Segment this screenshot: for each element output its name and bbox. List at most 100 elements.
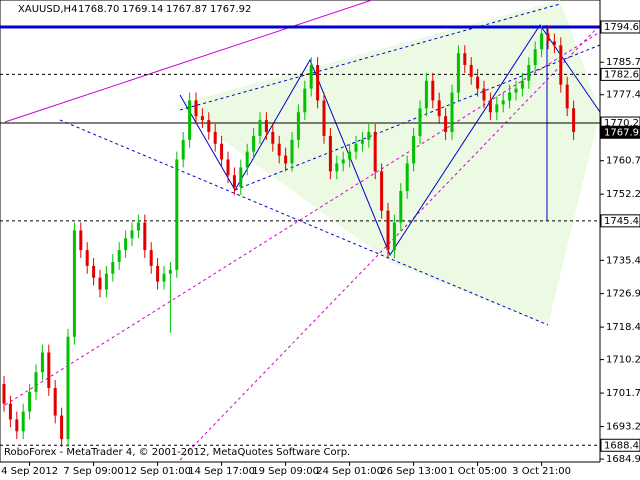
- candle-body: [21, 411, 25, 432]
- candle-body: [360, 139, 364, 144]
- candle-body: [40, 352, 44, 373]
- candle-body: [213, 131, 217, 144]
- candle-body: [380, 171, 384, 211]
- candle-body: [175, 159, 179, 270]
- candle-body: [162, 273, 166, 282]
- candle-body: [520, 80, 524, 89]
- x-tick-label: 12 Sep 01:00: [124, 466, 191, 477]
- header-values: 1768.70 1769.14 1767.87 1767.92: [78, 4, 251, 15]
- candle-body: [412, 135, 416, 164]
- channel-line: [59, 119, 549, 326]
- candle-body: [552, 41, 556, 46]
- candle-body: [284, 155, 288, 164]
- candle-body: [444, 116, 448, 132]
- candle-body: [296, 112, 300, 140]
- trend-line: [179, 24, 601, 461]
- candle-body: [392, 222, 396, 251]
- candle-body: [527, 64, 531, 81]
- candle-body: [456, 53, 460, 93]
- x-tick-label: 1 Oct 05:00: [448, 466, 507, 477]
- level-label: 1770.26: [604, 118, 640, 129]
- level-label-box: [600, 214, 640, 228]
- candle-body: [220, 143, 224, 160]
- candle-body: [463, 53, 467, 65]
- candle-body: [92, 265, 96, 278]
- candle-body: [264, 120, 268, 132]
- y-tick-label: 1777.45: [606, 90, 640, 101]
- x-tick-label: 14 Sep 17:00: [188, 466, 255, 477]
- candle-body: [348, 151, 352, 160]
- candle-body: [303, 88, 307, 113]
- x-tick-label: 19 Sep 09:00: [252, 466, 319, 477]
- footer: RoboForex - MetaTrader 4, © 2001-2012, M…: [4, 447, 350, 458]
- x-tick-label: 4 Sep 2012: [1, 466, 58, 477]
- header-value: 1769.14: [122, 4, 163, 15]
- candle-body: [335, 163, 339, 172]
- candle-body: [508, 92, 512, 101]
- candle-body: [482, 88, 486, 101]
- candle-body: [572, 108, 576, 132]
- x-tick-label: 24 Sep 01:00: [316, 466, 383, 477]
- candle-body: [111, 261, 115, 274]
- candle-body: [60, 415, 64, 440]
- candle-body: [354, 143, 358, 152]
- level-label: 1745.43: [604, 216, 640, 227]
- candle-body: [252, 135, 256, 152]
- candle-body: [136, 222, 140, 231]
- candle-body: [316, 64, 320, 101]
- candle-body: [437, 100, 441, 117]
- x-tick-label: 7 Sep 09:00: [63, 466, 123, 477]
- candle-body: [476, 76, 480, 89]
- candle-body: [79, 230, 83, 251]
- candle-body: [117, 250, 121, 262]
- level-label: 1688.45: [604, 440, 640, 451]
- y-tick-label: 1726.95: [606, 289, 640, 300]
- level-label-box: [600, 20, 640, 34]
- candle-body: [226, 159, 230, 176]
- candle-body: [15, 419, 19, 432]
- candle-body: [168, 269, 172, 274]
- candle-body: [341, 159, 345, 164]
- candle-body: [8, 403, 12, 420]
- pattern-fill: [175, 0, 600, 325]
- level-label-box: [600, 125, 640, 139]
- candle-body: [540, 33, 544, 50]
- candles: [2, 25, 576, 448]
- header-value: 1767.87: [166, 4, 207, 15]
- y-tick-label: 1701.70: [606, 388, 640, 399]
- candle-body: [328, 135, 332, 172]
- candle-body: [258, 120, 262, 136]
- candle-body: [290, 139, 294, 164]
- candle-body: [367, 131, 371, 140]
- candle-body: [399, 191, 403, 223]
- x-tick-label: 26 Sep 13:00: [380, 466, 447, 477]
- candle-body: [200, 116, 204, 121]
- candle-body: [143, 222, 147, 251]
- candle-body: [277, 143, 281, 156]
- candle-body: [66, 336, 70, 440]
- candle-body: [156, 265, 160, 282]
- y-tick-label: 1735.40: [606, 255, 640, 266]
- trend-line: [4, 0, 373, 123]
- header-value: 1767.92: [210, 4, 251, 15]
- candle-body: [98, 277, 102, 290]
- level-label: 1794.65: [604, 22, 640, 33]
- candle-body: [373, 131, 377, 172]
- candle-body: [469, 64, 473, 77]
- y-tick-label: 1693.20: [606, 422, 640, 433]
- header-value: 1768.70: [78, 4, 119, 15]
- chart-title: XAUUSD,H4: [18, 4, 77, 15]
- level-label: 1767.92: [604, 127, 640, 138]
- candle-body: [386, 210, 390, 251]
- candle-body: [85, 250, 89, 266]
- candle-body: [239, 167, 243, 188]
- candle-body: [488, 100, 492, 113]
- candle-body: [322, 100, 326, 136]
- candle-body: [207, 120, 211, 132]
- y-tick-label: 1684.95: [606, 454, 640, 465]
- candle-body: [188, 100, 192, 140]
- level-label-box: [600, 438, 640, 452]
- candle-body: [34, 372, 38, 392]
- y-tick-label: 1718.45: [606, 322, 640, 333]
